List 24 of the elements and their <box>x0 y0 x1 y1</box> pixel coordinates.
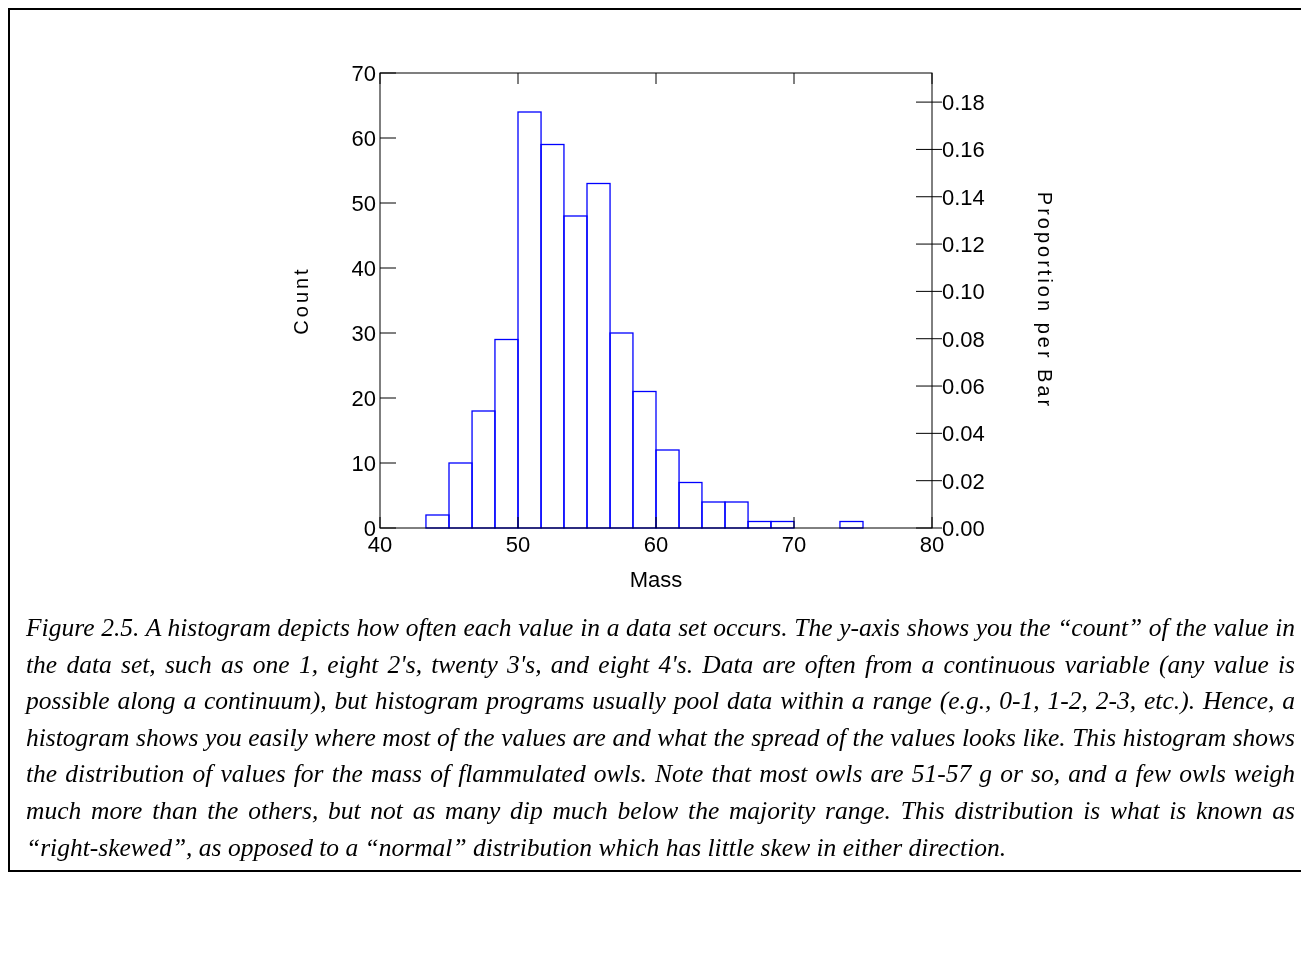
y2-tick-label: 0.10 <box>942 279 985 305</box>
x-tick-label: 70 <box>781 532 807 557</box>
y2-tick-label: 0.08 <box>942 326 985 352</box>
y2-axis-title: Proportion per Bar <box>1034 191 1056 410</box>
x-axis-title: Mass <box>629 567 683 592</box>
y-tick-label: 50 <box>351 191 376 216</box>
y2-tick-label: 0.14 <box>942 184 985 210</box>
y2-tick-label: 0.12 <box>942 232 985 258</box>
y2-tick-label: 0.06 <box>942 374 985 400</box>
y-tick-label: 40 <box>351 256 376 281</box>
y2-tick-label: 0.00 <box>942 516 985 541</box>
y2-tick-label: 0.02 <box>942 468 985 494</box>
y-tick-label: 10 <box>351 451 376 476</box>
x-tick-label: 50 <box>505 532 531 557</box>
y-tick-label: 70 <box>351 61 376 86</box>
x-tick-label: 60 <box>643 532 669 557</box>
y2-tick-label: 0.04 <box>942 421 985 447</box>
y2-tick-label: 0.18 <box>942 90 985 116</box>
y2-tick-label: 0.16 <box>942 137 985 163</box>
y-tick-label: 20 <box>351 386 376 411</box>
y-tick-label: 60 <box>351 126 376 151</box>
y-axis-title: Count <box>290 266 312 335</box>
y-tick-label: 30 <box>351 321 376 346</box>
caption: Figure 2.5. A histogram depicts how often each value in a data set occurs. The y-axis shows you the “count” of the value in the data set, such as one 1, eight 2's, twenty 3's, and eight 4's. Data are often from a continuous variable (any value is possible along a continuum), but histogram programs usually pool data within a range (e.g., 0-1, 1-2, 2-3, etc.). Hence, a histogram shows you easily where most of the values are and what the spread of the values looks like. This histogram shows the distribution of values for the mass of flammulated owls. Note that most owls are 51-57 g or so, and a few owls weigh much more than the others, but not as many dip much below the majority range. This distribution is what is known as “right-skewed”, as opposed to a “normal” distribution which has little skew in either direction. <box>23 612 1296 864</box>
